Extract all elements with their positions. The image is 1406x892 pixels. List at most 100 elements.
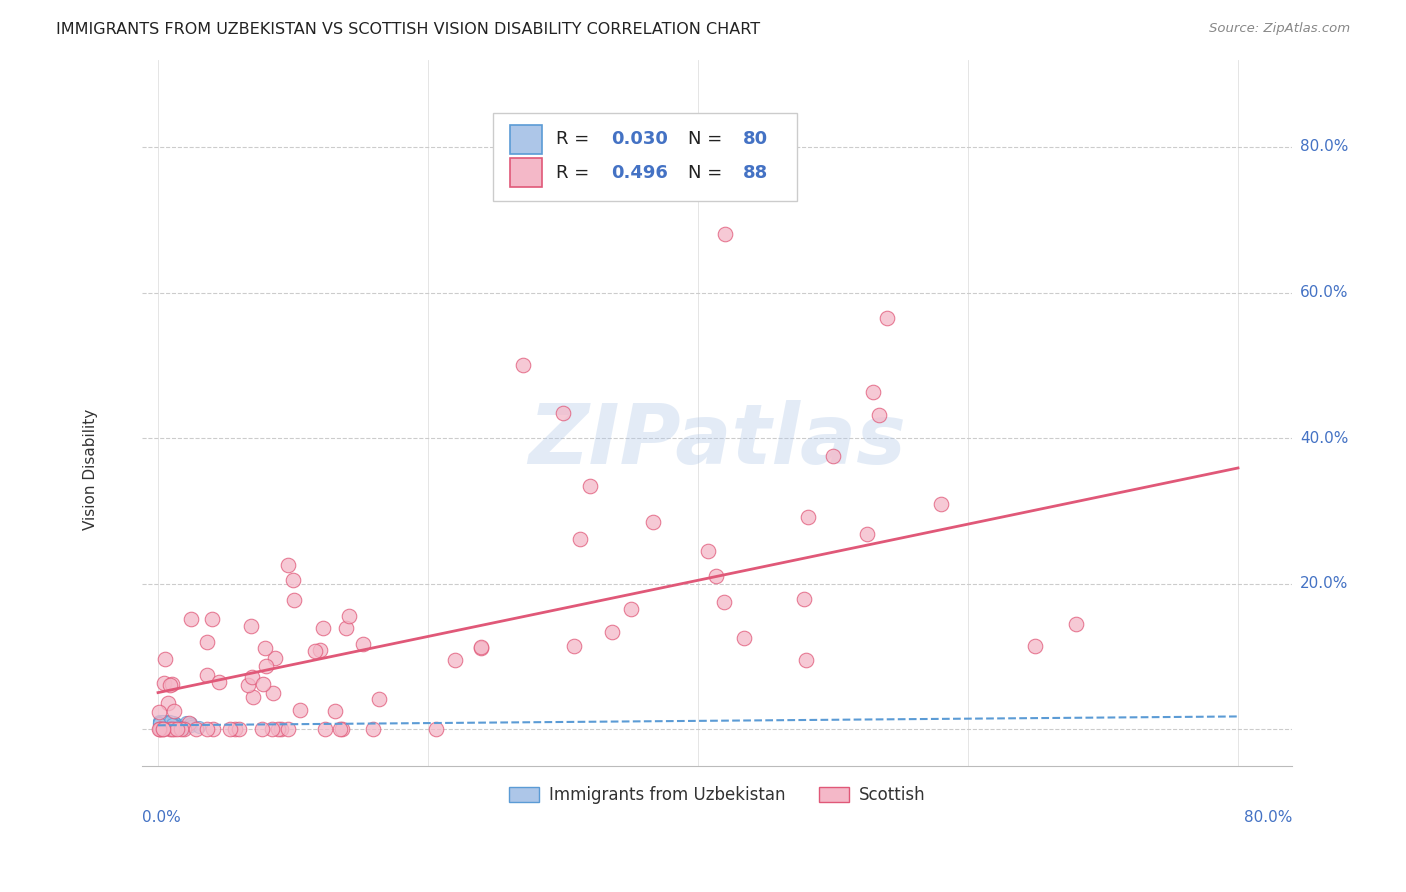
Point xyxy=(929,497,952,511)
Point xyxy=(367,691,389,706)
Point xyxy=(153,714,176,729)
Legend: Immigrants from Uzbekistan, Scottish: Immigrants from Uzbekistan, Scottish xyxy=(502,780,932,811)
Point xyxy=(149,721,172,735)
Point xyxy=(240,619,263,633)
Point xyxy=(149,723,172,737)
Point xyxy=(166,723,188,737)
Point xyxy=(201,612,224,626)
Point xyxy=(173,722,195,736)
Point xyxy=(150,714,173,728)
Point xyxy=(337,609,360,624)
Point xyxy=(253,641,276,656)
Point xyxy=(148,716,170,731)
Text: IMMIGRANTS FROM UZBEKISTAN VS SCOTTISH VISION DISABILITY CORRELATION CHART: IMMIGRANTS FROM UZBEKISTAN VS SCOTTISH V… xyxy=(56,22,761,37)
Point xyxy=(163,718,186,732)
Point xyxy=(470,640,492,655)
FancyBboxPatch shape xyxy=(492,112,797,201)
Point xyxy=(696,543,718,558)
Point xyxy=(180,716,202,731)
Point xyxy=(240,670,263,684)
Point xyxy=(150,720,173,734)
Point xyxy=(155,723,177,737)
Point xyxy=(159,718,181,732)
Point xyxy=(148,717,170,731)
Point xyxy=(714,227,737,242)
Point xyxy=(150,715,173,730)
Point xyxy=(797,510,820,524)
Point xyxy=(148,721,170,735)
Point xyxy=(260,723,283,737)
Point xyxy=(156,722,179,736)
Text: 20.0%: 20.0% xyxy=(1301,576,1348,591)
Point xyxy=(156,714,179,729)
Point xyxy=(150,715,173,730)
Point xyxy=(568,533,591,547)
Point xyxy=(264,650,287,665)
Text: 0.496: 0.496 xyxy=(612,163,668,182)
Point xyxy=(148,718,170,732)
Point xyxy=(159,720,181,734)
Point xyxy=(174,715,197,730)
Point xyxy=(1064,616,1087,631)
Point xyxy=(330,723,353,737)
Point xyxy=(180,719,202,733)
Point xyxy=(252,677,274,691)
Point xyxy=(856,527,879,541)
Text: 40.0%: 40.0% xyxy=(1301,431,1348,446)
Point xyxy=(793,592,815,607)
Point xyxy=(224,723,246,737)
Point xyxy=(444,653,467,667)
Point xyxy=(733,631,755,645)
Point xyxy=(152,714,174,729)
Point xyxy=(238,678,260,692)
Point xyxy=(152,723,174,737)
Point xyxy=(1024,639,1046,653)
Point xyxy=(149,715,172,730)
Point xyxy=(228,723,250,737)
Point xyxy=(148,722,170,736)
Point xyxy=(600,625,623,640)
FancyBboxPatch shape xyxy=(510,125,543,153)
Point xyxy=(160,677,183,691)
Text: 80.0%: 80.0% xyxy=(1301,139,1348,154)
Point xyxy=(281,573,304,587)
Point xyxy=(156,714,179,729)
Point xyxy=(170,722,193,736)
Point xyxy=(149,720,172,734)
Point xyxy=(162,720,184,734)
Point xyxy=(156,720,179,734)
Text: 88: 88 xyxy=(744,163,769,182)
Point xyxy=(277,723,299,737)
Point xyxy=(186,723,208,737)
Point xyxy=(195,668,218,682)
Point xyxy=(794,653,817,667)
Point xyxy=(148,720,170,734)
Point xyxy=(619,602,641,616)
Point xyxy=(283,593,305,607)
Point xyxy=(152,714,174,728)
Text: N =: N = xyxy=(688,163,728,182)
Point xyxy=(252,723,274,737)
Point xyxy=(314,723,336,737)
Point xyxy=(149,716,172,731)
Point xyxy=(148,722,170,736)
Text: 80.0%: 80.0% xyxy=(1244,810,1292,825)
Point xyxy=(219,723,242,737)
Point xyxy=(159,720,181,734)
Point xyxy=(821,450,844,464)
Point xyxy=(270,723,292,737)
Point xyxy=(153,715,176,730)
Text: 0.0%: 0.0% xyxy=(142,810,180,825)
Point xyxy=(288,703,311,717)
Point xyxy=(277,558,299,573)
Point xyxy=(254,659,277,673)
Point xyxy=(160,721,183,735)
Point xyxy=(160,716,183,731)
Point xyxy=(150,718,173,732)
Point xyxy=(262,686,284,700)
Point xyxy=(470,640,492,654)
Point xyxy=(159,714,181,728)
Point xyxy=(148,723,170,737)
Point xyxy=(579,478,602,492)
Point xyxy=(166,717,188,731)
